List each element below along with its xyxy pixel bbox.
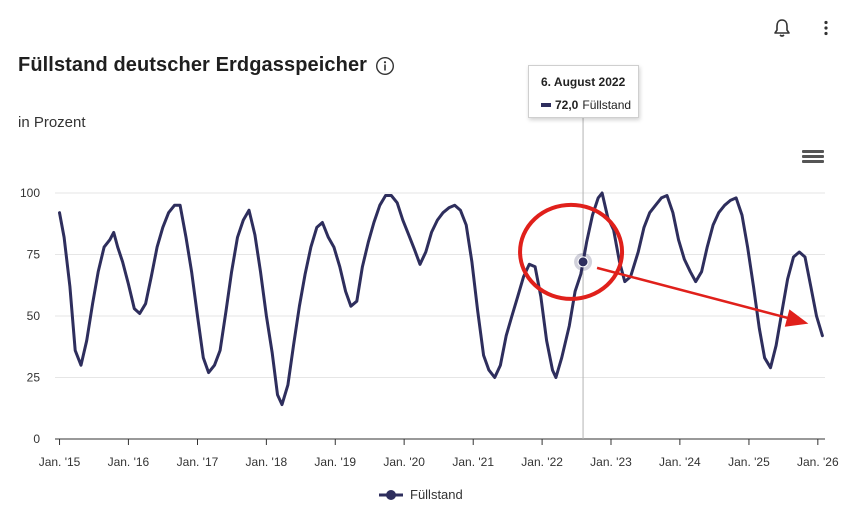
page-title: Füllstand deutscher Erdgasspeicher xyxy=(18,54,368,76)
x-tick-label-9: Jan. '24 xyxy=(659,455,701,469)
toolbar xyxy=(771,16,837,40)
hover-marker-point xyxy=(577,256,589,268)
annotation-arrow-shaft xyxy=(596,266,795,321)
y-axis: 0 25 50 75 100 xyxy=(20,186,40,446)
grid-lines xyxy=(55,192,825,440)
x-tick-label-2: Jan. '17 xyxy=(177,455,219,469)
x-tick-label-8: Jan. '23 xyxy=(590,455,632,469)
x-tick-label-11: Jan. '26 xyxy=(797,455,839,469)
x-tick-label-0: Jan. '15 xyxy=(39,455,81,469)
hamburger-menu-icon[interactable] xyxy=(802,148,824,168)
y-tick-label-25: 25 xyxy=(27,371,41,385)
annotation xyxy=(518,202,809,327)
tooltip-swatch xyxy=(541,103,551,107)
chart-subtitle: in Prozent xyxy=(18,114,86,131)
bell-icon[interactable] xyxy=(771,16,793,40)
info-icon[interactable] xyxy=(375,56,395,76)
x-tick-label-4: Jan. '19 xyxy=(314,455,356,469)
y-tick-label-0: 0 xyxy=(33,432,40,446)
tooltip: 6. August 2022 72,0 Füllstand xyxy=(528,65,639,118)
y-tick-label-75: 75 xyxy=(27,248,41,262)
x-tick-label-3: Jan. '18 xyxy=(246,455,288,469)
legend-item-fuellstand[interactable]: Füllstand xyxy=(378,487,463,502)
tooltip-date: 6. August 2022 xyxy=(541,75,626,89)
chart-header: Füllstand deutscher Erdgasspeicher xyxy=(18,54,395,77)
legend-label: Füllstand xyxy=(410,487,463,502)
x-axis: Jan. '15 Jan. '16 Jan. '17 Jan. '18 Jan. '19… xyxy=(39,438,839,469)
y-tick-label-100: 100 xyxy=(20,186,40,200)
y-tick-label-50: 50 xyxy=(27,309,41,323)
x-tick-label-7: Jan. '22 xyxy=(521,455,563,469)
hover-marker xyxy=(574,252,593,271)
tooltip-value: 72,0 xyxy=(555,98,579,112)
x-tick-label-1: Jan. '16 xyxy=(108,455,150,469)
tooltip-row: 72,0 Füllstand xyxy=(541,98,638,112)
series-line-fuellstand[interactable] xyxy=(58,191,824,407)
annotation-arrow-head xyxy=(784,309,809,327)
x-tick-label-5: Jan. '20 xyxy=(383,455,425,469)
annotation-circle xyxy=(518,202,625,301)
x-tick-label-6: Jan. '21 xyxy=(452,455,494,469)
legend-symbol xyxy=(379,489,403,500)
x-tick-label-10: Jan. '25 xyxy=(728,455,770,469)
tooltip-series: Füllstand xyxy=(582,98,632,112)
more-vertical-icon[interactable] xyxy=(815,16,837,40)
